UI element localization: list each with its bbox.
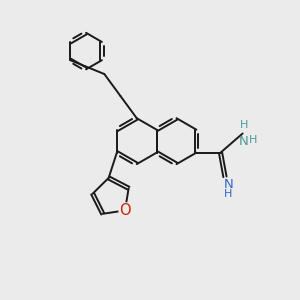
Text: H: H (240, 120, 248, 130)
Text: N: N (239, 135, 249, 148)
Text: H: H (249, 135, 257, 145)
Text: H: H (224, 189, 233, 199)
Text: O: O (119, 203, 131, 218)
Text: N: N (224, 178, 233, 191)
